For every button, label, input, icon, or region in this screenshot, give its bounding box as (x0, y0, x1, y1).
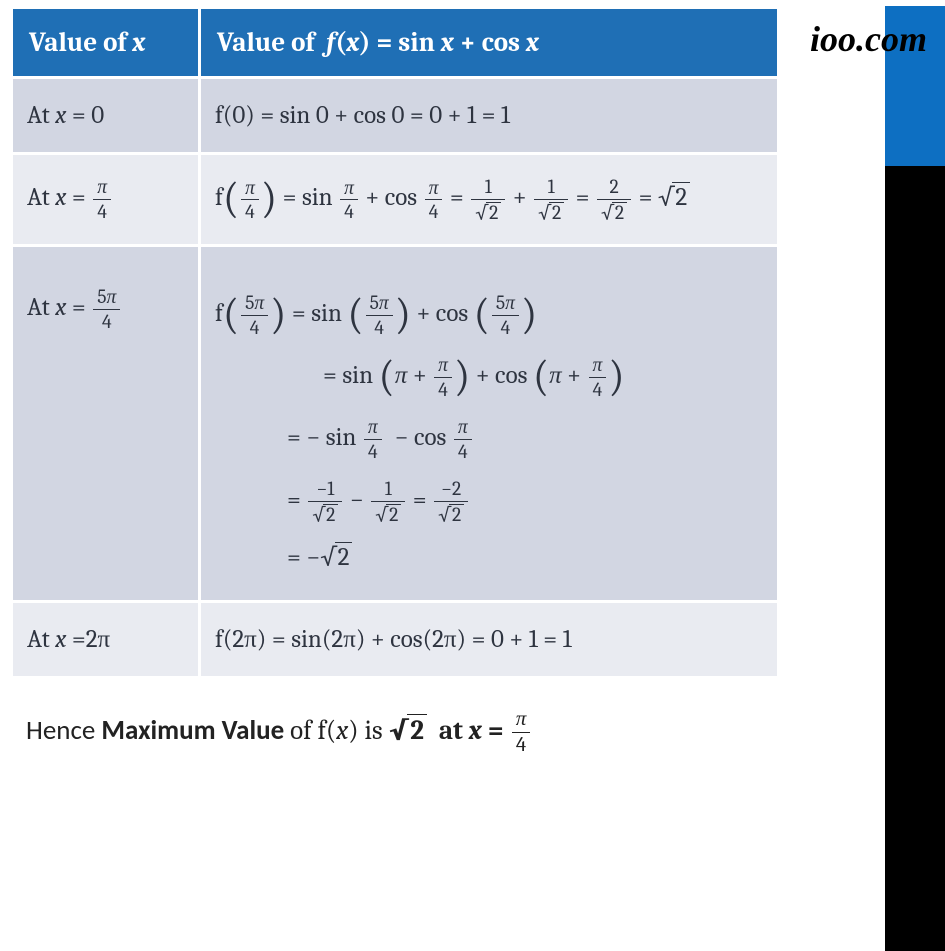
table-row: At x = 0 f(0) = sin 0 + cos 0 = 0 + 1 = … (13, 79, 777, 152)
cell-f-pi4: f(π4) = sin π4 + cos π4 = 12 + 12 = 22 =… (201, 155, 777, 244)
content-area: Value of x Value of f(x) = sin x + cos x… (0, 6, 945, 756)
cell-x-2pi: At x =2π (13, 603, 198, 676)
values-table: Value of x Value of f(x) = sin x + cos x… (10, 6, 780, 679)
conclusion-line: Hence Maximum Value of f(x) is 2 at x = … (26, 709, 945, 756)
conclusion-prefix: Hence (26, 714, 101, 747)
cell-x-5pi4: At x = 5π4 (13, 247, 198, 600)
cell-x-pi4: At x = π4 (13, 155, 198, 244)
cell-x-0: At x = 0 (13, 79, 198, 152)
table-row: At x = 5π4 f(5π4) = sin (5π4) + cos (5π4… (13, 247, 777, 600)
table-row: At x =2π f(2π) = sin(2π) + cos(2π) = 0 +… (13, 603, 777, 676)
table-header-row: Value of x Value of f(x) = sin x + cos x (13, 9, 777, 76)
header-col-f-text: Value of f(x) = sin x + cos x (217, 27, 539, 58)
header-col-f: Value of f(x) = sin x + cos x (201, 9, 777, 76)
cell-f-5pi4: f(5π4) = sin (5π4) + cos (5π4) = sin (π … (201, 247, 777, 600)
conclusion-bold: Maximum Value (101, 714, 284, 747)
cell-f-2pi: f(2π) = sin(2π) + cos(2π) = 0 + 1 = 1 (201, 603, 777, 676)
header-col-x-text: Value of x (29, 27, 145, 58)
table-row: At x = π4 f(π4) = sin π4 + cos π4 = 12 +… (13, 155, 777, 244)
cell-f-0: f(0) = sin 0 + cos 0 = 0 + 1 = 1 (201, 79, 777, 152)
header-col-x: Value of x (13, 9, 198, 76)
